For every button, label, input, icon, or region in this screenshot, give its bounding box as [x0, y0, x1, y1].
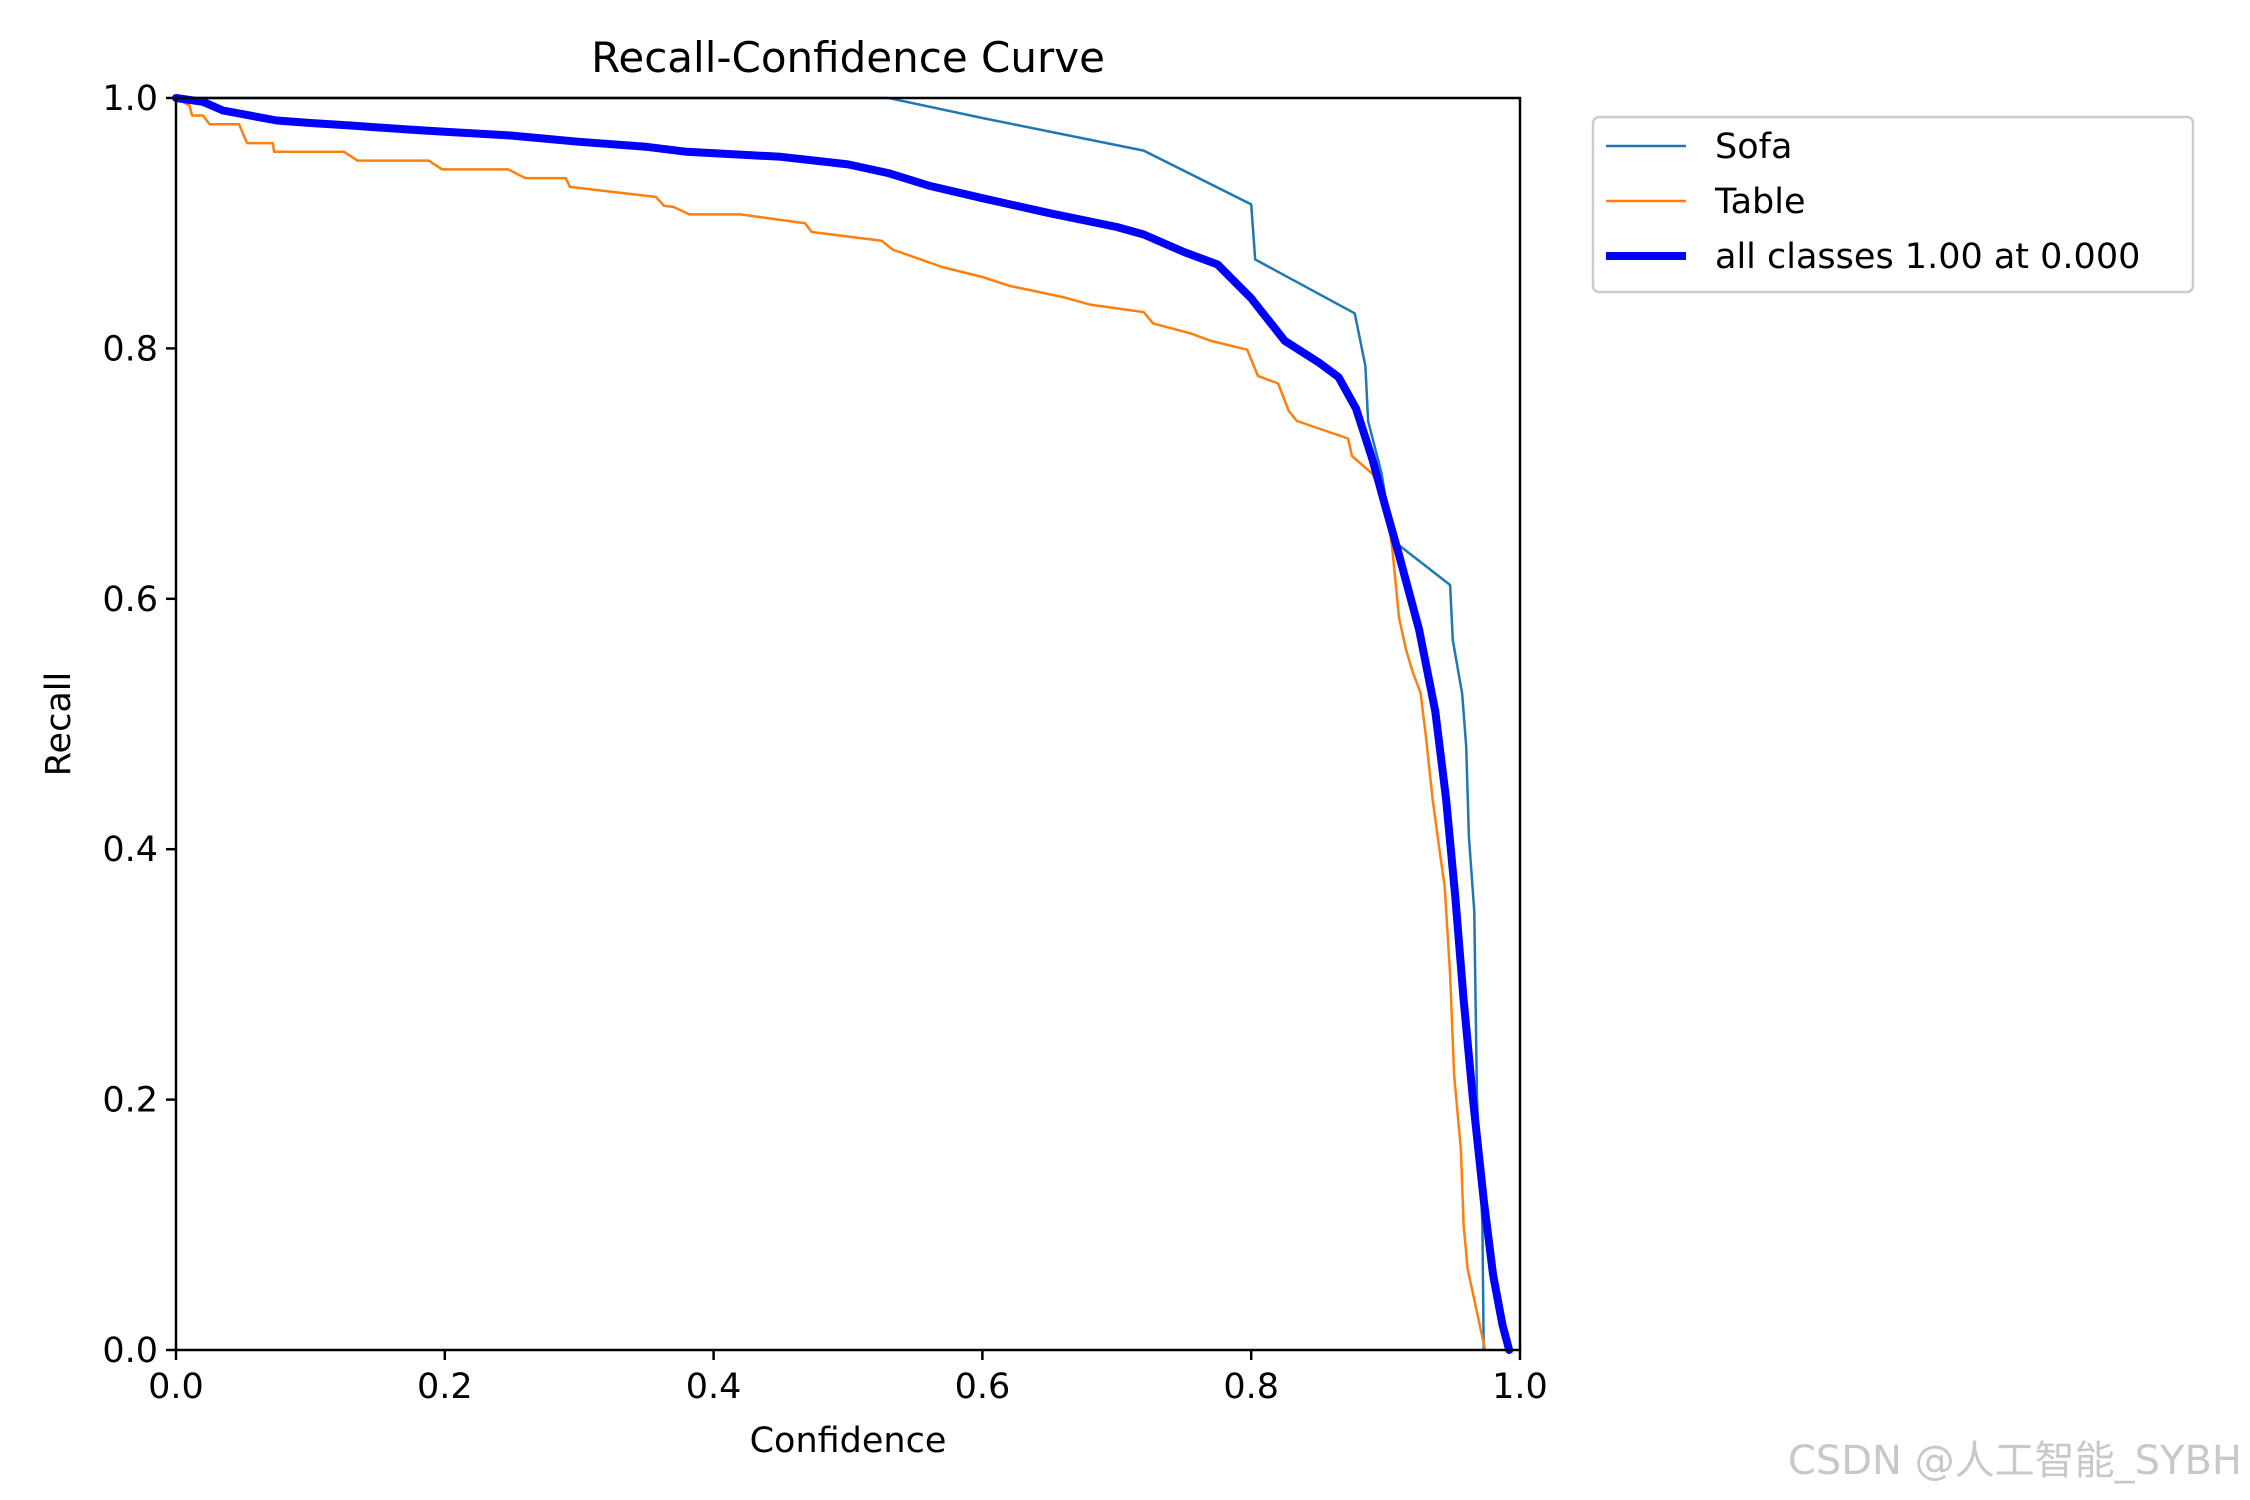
legend: Sofa Table all classes 1.00 at 0.000: [1591, 115, 2195, 294]
y-tick-label: 0.6: [102, 580, 158, 620]
x-axis-label: Confidence: [750, 1421, 947, 1461]
watermark: CSDN @人工智能_SYBH: [1787, 1438, 2242, 1484]
x-tick-label: 0.2: [417, 1367, 473, 1407]
y-tick-label: 0.2: [102, 1081, 158, 1121]
x-tick-label: 1.0: [1492, 1367, 1548, 1407]
plot-lines: [172, 94, 1514, 1354]
series-line-all: [172, 94, 1514, 1354]
y-tick-label: 1.0: [102, 79, 158, 119]
legend-label-table: Table: [1714, 182, 1806, 222]
x-tick-label: 0.8: [1223, 1367, 1279, 1407]
y-axis-ticks: 0.0 0.2 0.4 0.6 0.8 1.0: [102, 79, 176, 1371]
x-tick-label: 0.0: [148, 1367, 204, 1407]
series-line-sofa: [174, 96, 1485, 1352]
y-tick-label: 0.4: [102, 830, 158, 870]
plot-frame: [174, 96, 1522, 1352]
chart-title: Recall-Confidence Curve: [591, 33, 1105, 82]
legend-label-sofa: Sofa: [1715, 127, 1792, 167]
series-line-table: [174, 96, 1487, 1352]
legend-label-all-classes: all classes 1.00 at 0.000: [1715, 237, 2140, 277]
x-tick-label: 0.4: [686, 1367, 742, 1407]
y-tick-label: 0.0: [102, 1331, 158, 1371]
y-axis-label: Recall: [39, 672, 79, 776]
legend-box: [1591, 115, 2195, 294]
x-tick-label: 0.6: [955, 1367, 1011, 1407]
x-axis-ticks: 0.0 0.2 0.4 0.6 0.8 1.0: [148, 1350, 1548, 1407]
y-tick-label: 0.8: [102, 329, 158, 369]
